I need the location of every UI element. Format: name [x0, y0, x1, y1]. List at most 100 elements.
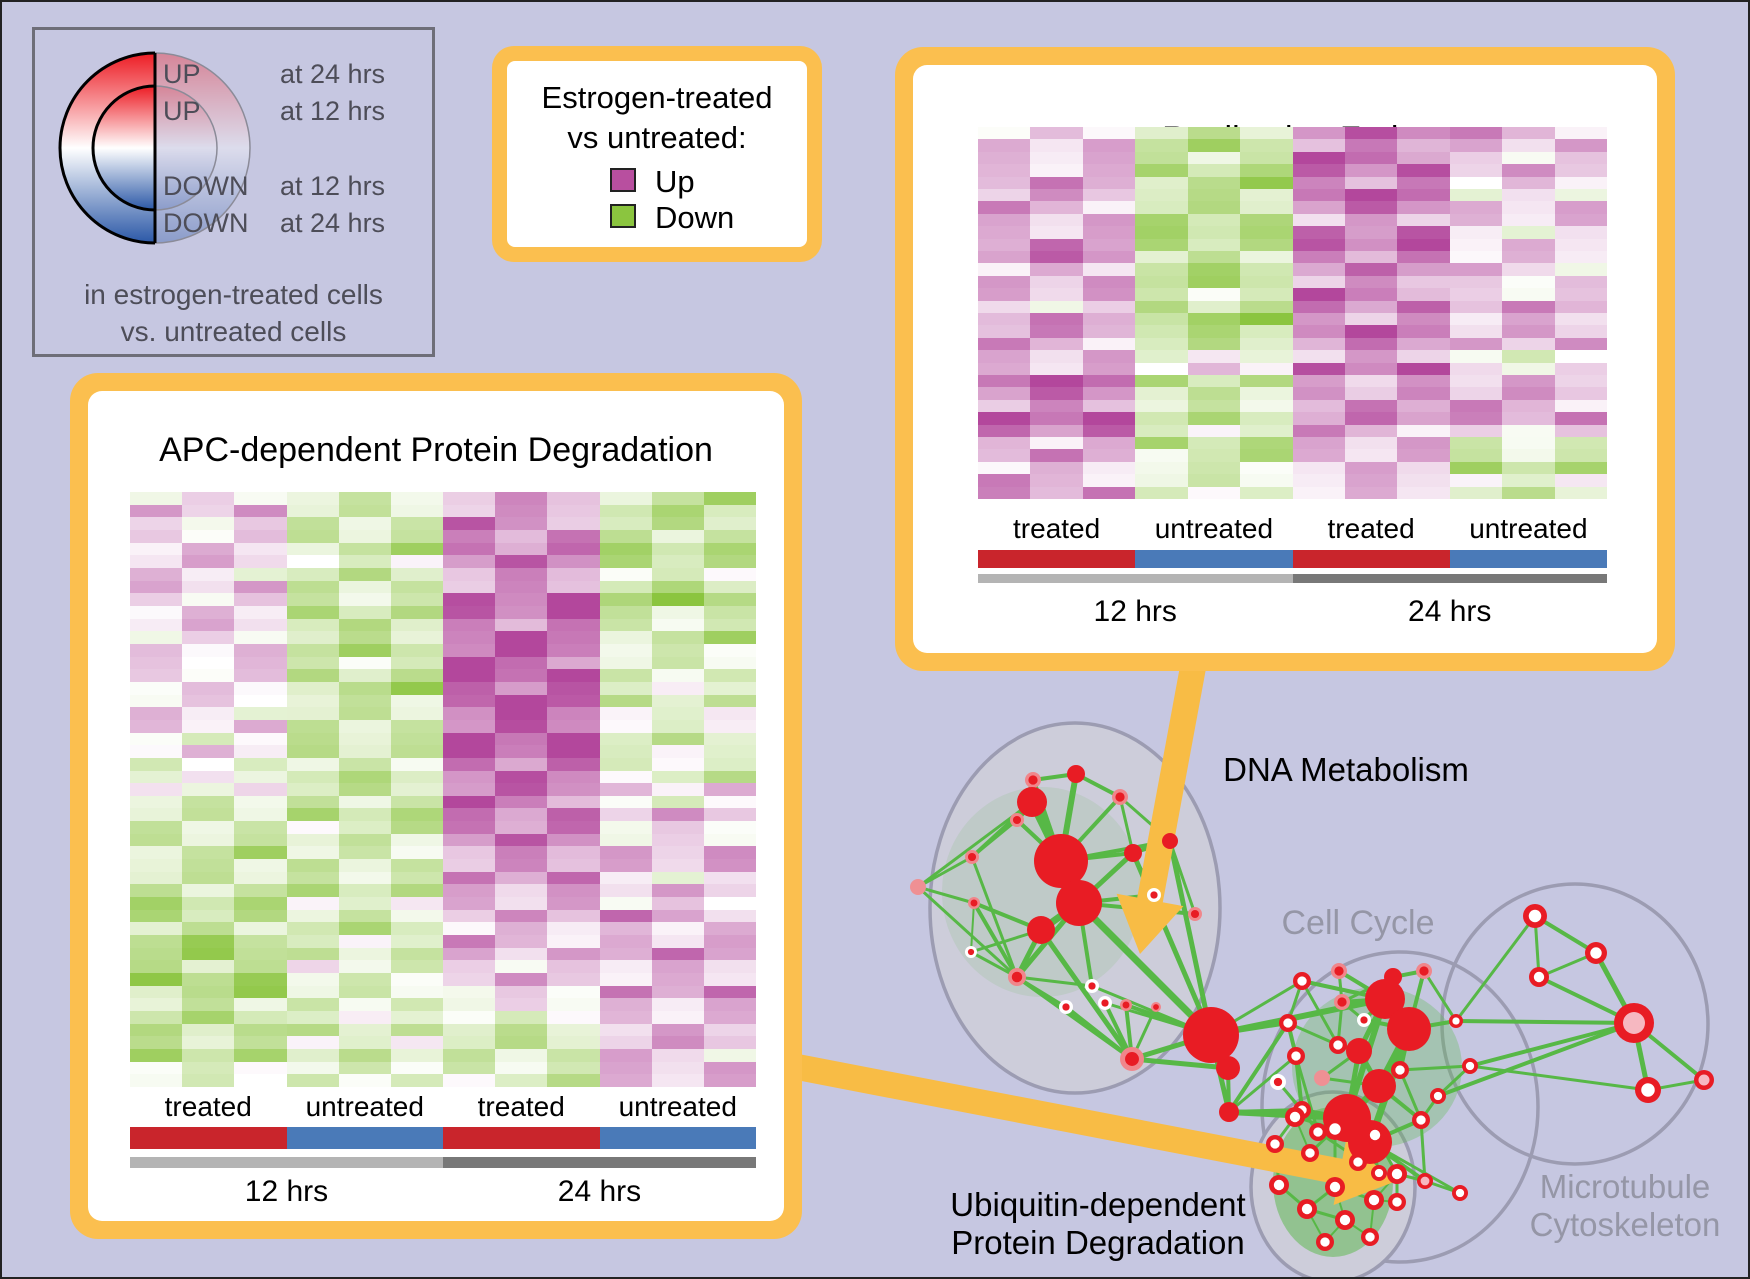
heatmap-cell — [1502, 151, 1555, 165]
heatmap-cell — [130, 694, 183, 708]
heatmap-cell — [443, 681, 496, 695]
heatmap-cell — [443, 1036, 496, 1050]
ring-legend-time: at 24 hrs — [280, 59, 385, 90]
heatmap-cell — [1030, 127, 1083, 140]
heatmap-cell — [1554, 362, 1607, 375]
heatmap-cell — [978, 312, 1031, 326]
heatmap-cell — [651, 694, 704, 708]
heatmap-cell — [547, 643, 600, 657]
heatmap-cell — [1502, 250, 1555, 264]
heatmap-cell — [443, 504, 496, 518]
heatmap-cell — [130, 732, 183, 746]
heatmap-cell — [286, 669, 339, 682]
heatmap-cell — [547, 922, 600, 936]
heatmap-cell — [978, 461, 1031, 475]
heatmap-cell — [1502, 238, 1555, 251]
heatmap-cell — [1554, 374, 1607, 388]
heatmap-cell — [338, 719, 391, 733]
heatmap-cell — [495, 719, 548, 733]
heatmap-cell — [1554, 213, 1607, 227]
heatmap-cell — [182, 960, 235, 974]
panel-link-arrow-shaft — [1136, 659, 1207, 907]
network-edge — [1038, 928, 1135, 1061]
heatmap-cell — [1187, 350, 1241, 363]
heatmap-cell — [1449, 127, 1503, 140]
ring-legend-line: DOWN — [163, 171, 248, 202]
heatmap-cell — [286, 795, 339, 809]
heatmap-cell — [1449, 486, 1503, 499]
heatmap-cell — [1240, 412, 1293, 425]
heatmap-cell — [1240, 350, 1293, 363]
heatmap-cell — [599, 922, 652, 936]
heatmap-cell — [1292, 263, 1345, 276]
heatmap-cell — [234, 669, 287, 682]
heatmap-cell — [182, 833, 235, 847]
heatmap-cell — [286, 770, 339, 784]
network-edge — [1118, 796, 1135, 854]
heatmap-cell — [338, 1023, 391, 1037]
heatmap-cell — [182, 859, 235, 872]
gene-node-white-core — [1369, 1129, 1381, 1141]
heatmap-cell — [443, 669, 496, 682]
heatmap-cell — [1344, 449, 1398, 462]
heatmap-cell — [234, 593, 287, 606]
heatmap-cell — [495, 656, 548, 670]
heatmap-cell — [703, 846, 756, 860]
heatmap-cell — [651, 681, 704, 695]
heatmap-cell — [182, 1074, 235, 1087]
heatmap-cell — [1030, 213, 1083, 227]
heatmap-cell — [651, 947, 704, 961]
heatmap-cell — [130, 669, 183, 682]
heatmap-cell — [703, 1011, 756, 1024]
gene-node-white-core — [1297, 976, 1307, 986]
gene-node-white-core — [1329, 1123, 1341, 1135]
heatmap-cell — [651, 605, 704, 619]
heatmap-cell — [1030, 250, 1083, 264]
gene-node-white-core — [1365, 1232, 1375, 1242]
heatmap-cell — [1344, 312, 1398, 326]
heatmap-cell — [182, 935, 235, 948]
heatmap-cell — [1292, 474, 1345, 487]
heatmap-cell — [130, 1061, 183, 1075]
gene-node-core — [1101, 999, 1109, 1007]
heatmap-cell — [338, 567, 391, 581]
heatmap-cell — [547, 884, 600, 898]
heatmap-cell — [651, 960, 704, 974]
heatmap-cell — [286, 681, 339, 695]
heatmap-cell — [234, 935, 287, 948]
heatmap-cell — [1082, 362, 1136, 375]
heatmap-cell — [1292, 424, 1345, 437]
group-label-treated: treated — [164, 1091, 252, 1122]
heatmap-cell — [651, 618, 704, 632]
heatmap-cell — [1397, 474, 1450, 487]
heatmap-cell — [703, 783, 756, 796]
heatmap-cell — [130, 580, 183, 594]
heatmap-cell — [1082, 436, 1136, 450]
heatmap-cell — [182, 1061, 235, 1075]
heatmap-cell — [1449, 325, 1503, 338]
heatmap-cell — [338, 593, 391, 606]
heatmap-cell — [1030, 288, 1083, 301]
heatmap-cell — [703, 1061, 756, 1075]
heatmap-cell — [1082, 486, 1136, 499]
network-edge — [1300, 980, 1340, 1046]
heatmap-cell — [390, 757, 443, 771]
heatmap-cell — [338, 1011, 391, 1024]
heatmap-cell — [1449, 151, 1503, 165]
network-edge — [1210, 996, 1386, 1038]
heatmap-cell — [1397, 486, 1450, 499]
heatmap-cell — [1344, 337, 1398, 351]
heatmap-cell — [234, 795, 287, 809]
ring-legend-time: at 12 hrs — [280, 171, 385, 202]
heatmap-cell — [1187, 238, 1241, 251]
heatmap-cell — [547, 1023, 600, 1037]
heatmap-cell — [1135, 449, 1188, 462]
heatmap-cell — [130, 745, 183, 758]
heatmap-cell — [390, 745, 443, 758]
heatmap-cell — [443, 821, 496, 834]
heatmap-cell — [703, 922, 756, 936]
heatmap-cell — [286, 846, 339, 860]
heatmap-cell — [495, 529, 548, 543]
heatmap-cell — [1502, 474, 1555, 487]
heatmap-cell — [182, 732, 235, 746]
